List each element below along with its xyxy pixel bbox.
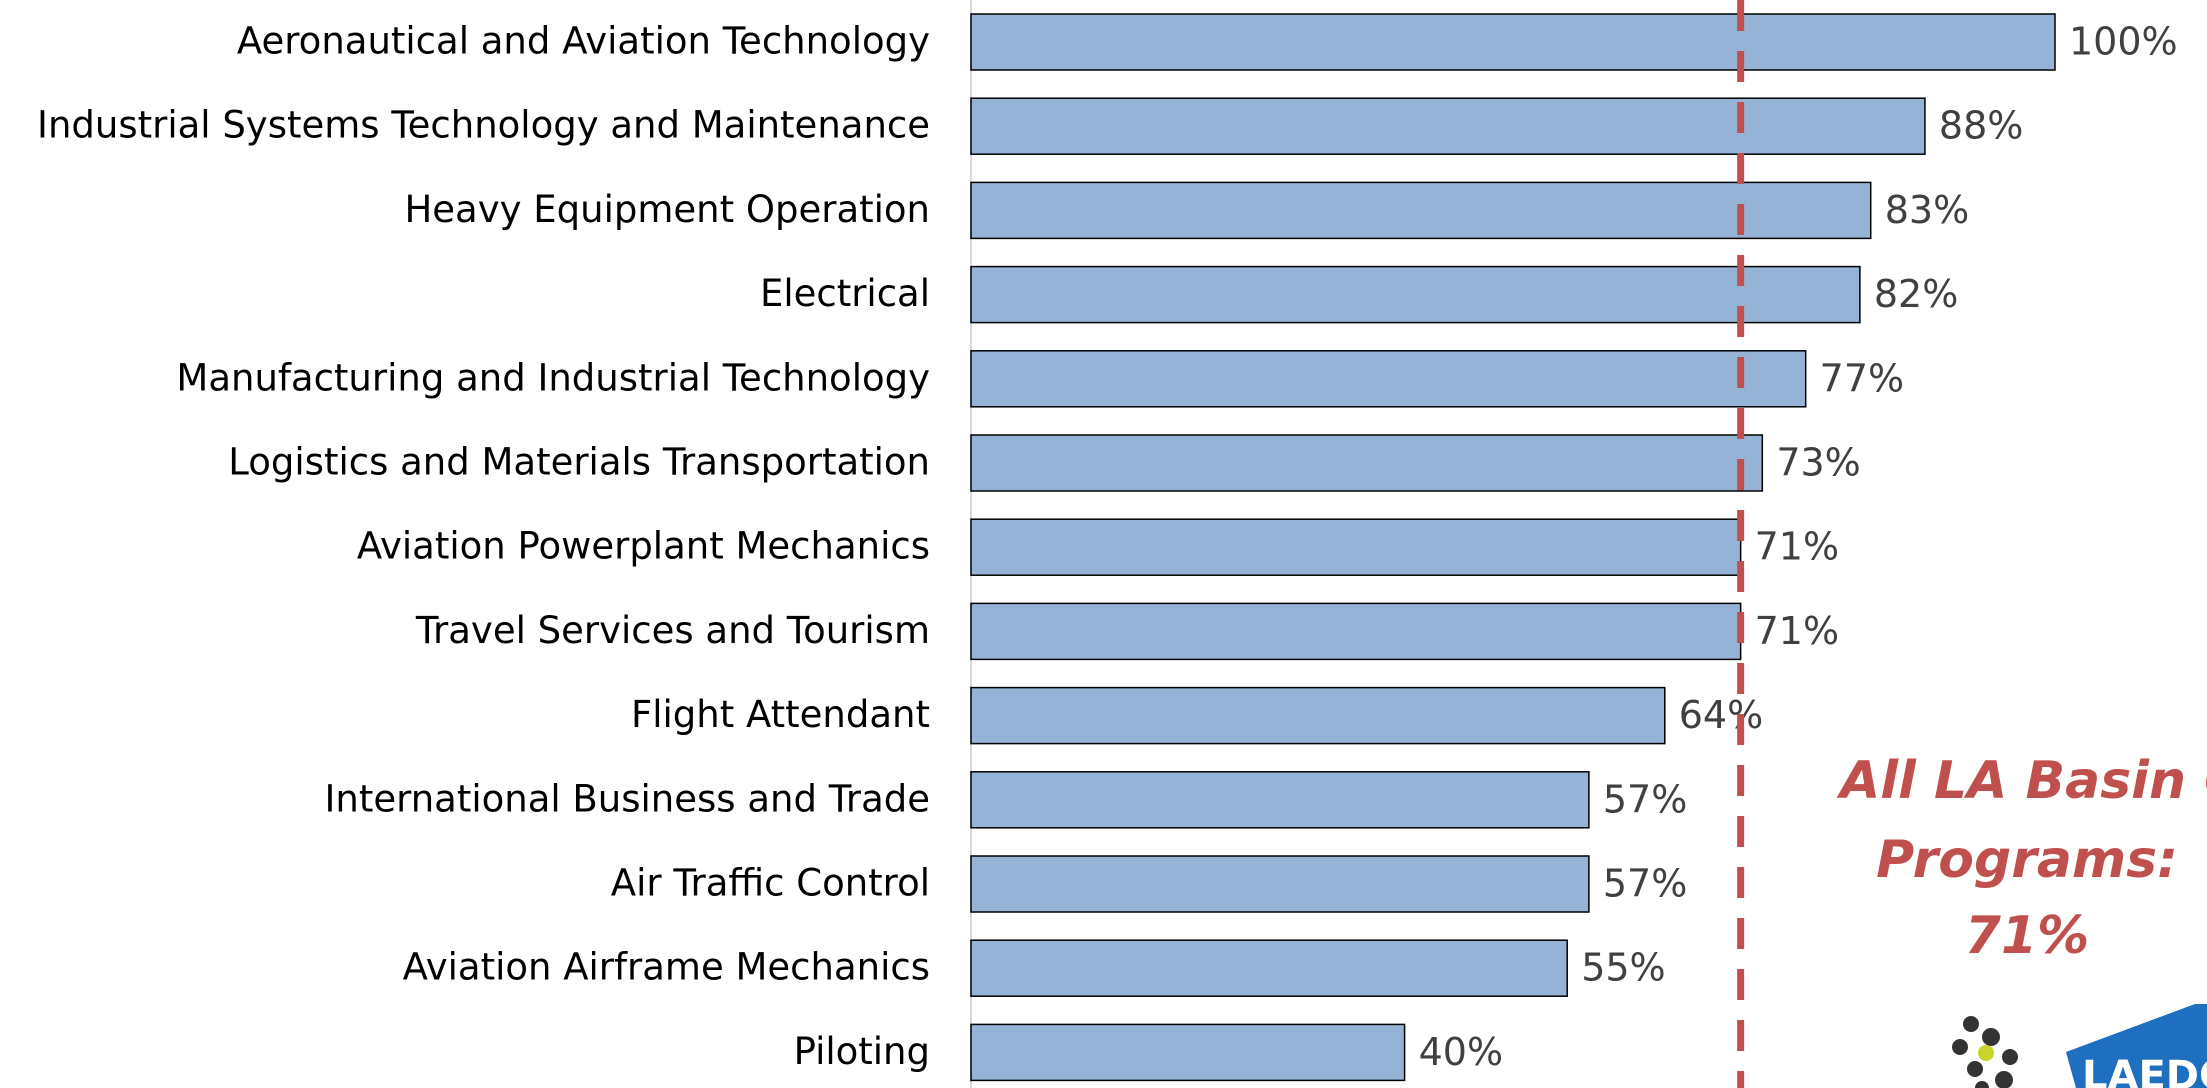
category-label: Aeronautical and Aviation Technology: [237, 20, 930, 63]
bar: [970, 434, 1764, 492]
logo-dot: [2002, 1049, 2018, 1065]
logo-dot: [1975, 1081, 1989, 1088]
annotation: 71%: [1965, 906, 2089, 966]
category-label: Manufacturing and Industrial Technology: [176, 356, 930, 399]
value-label: 100%: [2069, 20, 2178, 64]
logo-dot: [1982, 1028, 2000, 1046]
category-label: Travel Services and Tourism: [415, 609, 930, 652]
logo-text: LAEDC: [2082, 1053, 2207, 1088]
bar: [970, 855, 1590, 913]
category-label: Flight Attendant: [631, 693, 930, 736]
bar: [970, 1023, 1406, 1082]
value-label: 64%: [1679, 693, 1763, 737]
annotation: Programs:: [1876, 830, 2178, 890]
logo-dot: [1967, 1061, 1983, 1077]
value-label: 57%: [1603, 862, 1687, 906]
bar: [970, 97, 1926, 155]
value-label: 55%: [1581, 946, 1665, 990]
category-label: Piloting: [794, 1030, 930, 1073]
value-label: 71%: [1755, 525, 1839, 569]
value-label: 77%: [1820, 356, 1904, 400]
logo-dot: [1978, 1045, 1994, 1061]
category-label: Electrical: [760, 272, 930, 315]
logo-shape: [2066, 1004, 2207, 1088]
category-label: Aviation Airframe Mechanics: [403, 946, 930, 989]
category-label: Air Traffic Control: [611, 862, 930, 905]
bar: [970, 350, 1807, 408]
logo-dot: [1995, 1071, 2013, 1088]
value-label: 57%: [1603, 777, 1687, 821]
bar: [970, 181, 1872, 240]
bar: [970, 265, 1861, 324]
bar: [970, 939, 1568, 997]
value-label: 40%: [1419, 1030, 1503, 1074]
plot: Aeronautical and Aviation Technology 100%…: [37, 0, 2207, 1088]
category-label: Industrial Systems Technology and Mainte…: [37, 104, 930, 147]
value-label: 88%: [1939, 104, 2023, 148]
logo-dot: [1963, 1016, 1979, 1032]
logo-dot: [1952, 1039, 1968, 1055]
bar: [970, 771, 1590, 829]
logo: LAEDC: [1952, 1004, 2207, 1088]
value-label: 71%: [1755, 609, 1839, 653]
annotation: All LA Basin CE: [1836, 751, 2207, 811]
value-label: 73%: [1776, 441, 1860, 485]
category-label: Logistics and Materials Transportation: [228, 441, 930, 484]
bar: [970, 686, 1666, 745]
category-label: Heavy Equipment Operation: [404, 188, 930, 231]
bar: [970, 602, 1742, 661]
value-label: 82%: [1874, 272, 1958, 316]
bar: [970, 518, 1742, 576]
category-label: Aviation Powerplant Mechanics: [357, 525, 930, 568]
value-label: 83%: [1885, 188, 1969, 232]
bar: [970, 13, 2056, 71]
category-label: International Business and Trade: [325, 777, 931, 820]
